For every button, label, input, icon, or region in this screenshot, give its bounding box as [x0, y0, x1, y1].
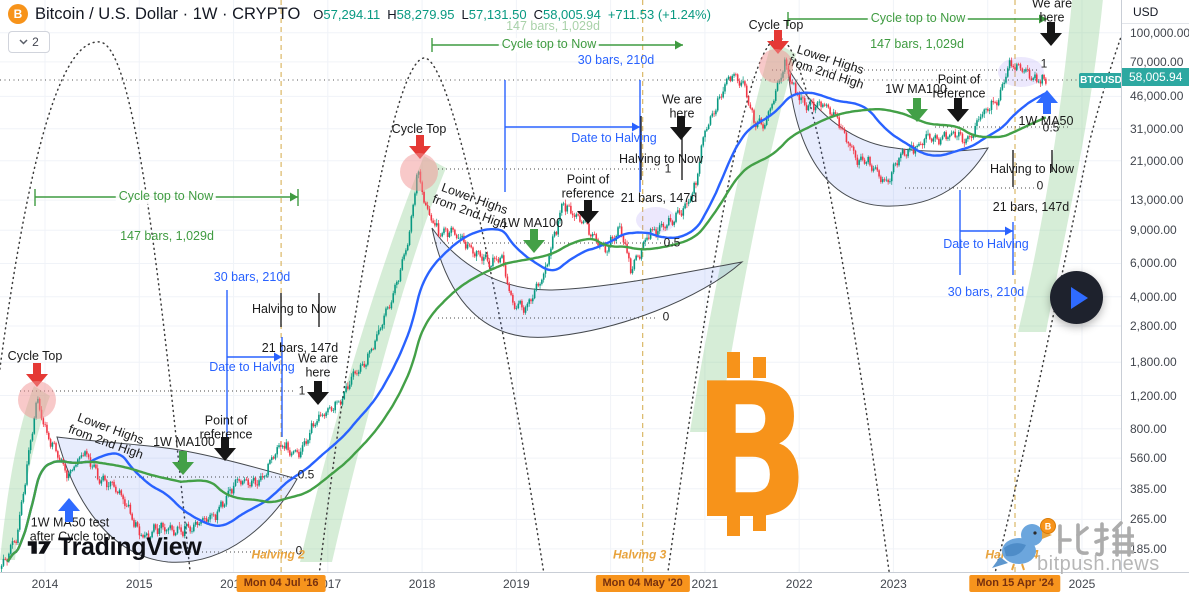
price-tick: 385.00: [1130, 481, 1167, 496]
price-tick: 2,800.00: [1130, 319, 1177, 334]
1w-ma100-line: [6, 108, 1047, 563]
bitpush-cn-glyphs: [1058, 521, 1134, 557]
svg-text:B: B: [693, 344, 809, 561]
trend-band: [300, 156, 446, 562]
price-tick: 1,800.00: [1130, 355, 1177, 370]
halving-date-badge: Mon 04 May '20: [595, 575, 690, 592]
cycle-wave: [0, 0, 1136, 594]
year-tick: 2019: [502, 577, 530, 591]
halving-date-badge: Mon 15 Apr '24: [969, 575, 1061, 592]
year-tick: 2021: [691, 577, 719, 591]
currency-label: USD: [1122, 0, 1189, 24]
object-tree-collapse-button[interactable]: 2: [8, 31, 50, 53]
price-tick: 21,000.00: [1130, 153, 1184, 168]
price-tick: 185.00: [1130, 541, 1167, 556]
price-tick: 100,000.00: [1130, 25, 1189, 40]
bitpush-domain: bitpush.news: [1037, 553, 1160, 575]
grid-lines: [0, 0, 1121, 572]
price-tick: 1,200.00: [1130, 388, 1177, 403]
year-tick: 2015: [125, 577, 153, 591]
price-tick: 70,000.00: [1130, 54, 1184, 69]
accumulation-cup: [787, 67, 989, 207]
accumulation-cup: [56, 436, 298, 563]
trend-band: [0, 386, 50, 560]
price-tick: 46,000.00: [1130, 89, 1184, 104]
current-price-badge: 58,005.94: [1122, 68, 1189, 87]
bitpush-watermark: B bitpush.news: [992, 517, 1172, 579]
price-tick: 560.00: [1130, 451, 1167, 466]
year-tick: 2014: [31, 577, 59, 591]
year-tick: 2018: [408, 577, 436, 591]
bitcoin-logo: B: [693, 344, 809, 561]
price-tick: 6,000.00: [1130, 256, 1177, 271]
symbol-title[interactable]: Bitcoin / U.S. Dollar · 1W · CRYPTO: [35, 4, 301, 23]
price-tick: 265.00: [1130, 512, 1167, 527]
chart-header: B Bitcoin / U.S. Dollar · 1W · CRYPTO O5…: [8, 4, 711, 24]
tradingview-logo-text: TradingView: [58, 533, 202, 561]
bird-icon: B: [992, 518, 1056, 571]
year-tick: 2023: [880, 577, 907, 591]
tradingview-logo[interactable]: TradingView: [26, 533, 202, 562]
year-tick: 2025: [1068, 577, 1096, 591]
price-tick: 13,000.00: [1130, 193, 1184, 208]
measure-lines: [34, 12, 1053, 437]
symbol-price-label: BTCUSD: [1079, 73, 1123, 88]
play-icon: [1071, 286, 1088, 309]
price-tick: 4,000.00: [1130, 289, 1177, 304]
fib-retracement-lines: [20, 69, 1068, 553]
time-axis[interactable]: 2014201520162017201820192020202120222023…: [0, 572, 1189, 594]
svg-text:B: B: [1045, 522, 1052, 532]
ohlc-values: O57,294.11 H58,279.95 L57,131.50 C58,005.94…: [313, 6, 711, 22]
tradingview-logo-icon: [27, 541, 52, 554]
chevron-down-icon: [19, 39, 28, 45]
price-tick: 9,000.00: [1130, 223, 1177, 238]
highlight-patch: [636, 207, 676, 233]
price-axis[interactable]: USD 100,000.00 70,000.00 46,000.00 31,000.0…: [1121, 0, 1189, 594]
price-tick: 31,000.00: [1130, 121, 1184, 136]
year-tick: 2022: [785, 577, 813, 591]
collapse-count: 2: [32, 35, 39, 49]
bitcoin-symbol-icon: B: [8, 4, 28, 24]
1w-ma50-line: [6, 91, 1047, 563]
halving-date-badge: Mon 04 Jul '16: [236, 575, 326, 592]
price-tick: 800.00: [1130, 421, 1167, 436]
price-change: +711.53 (+1.24%): [607, 6, 711, 22]
play-button[interactable]: [1050, 271, 1103, 324]
trend-band: [690, 40, 796, 432]
accumulation-cup: [431, 227, 744, 338]
